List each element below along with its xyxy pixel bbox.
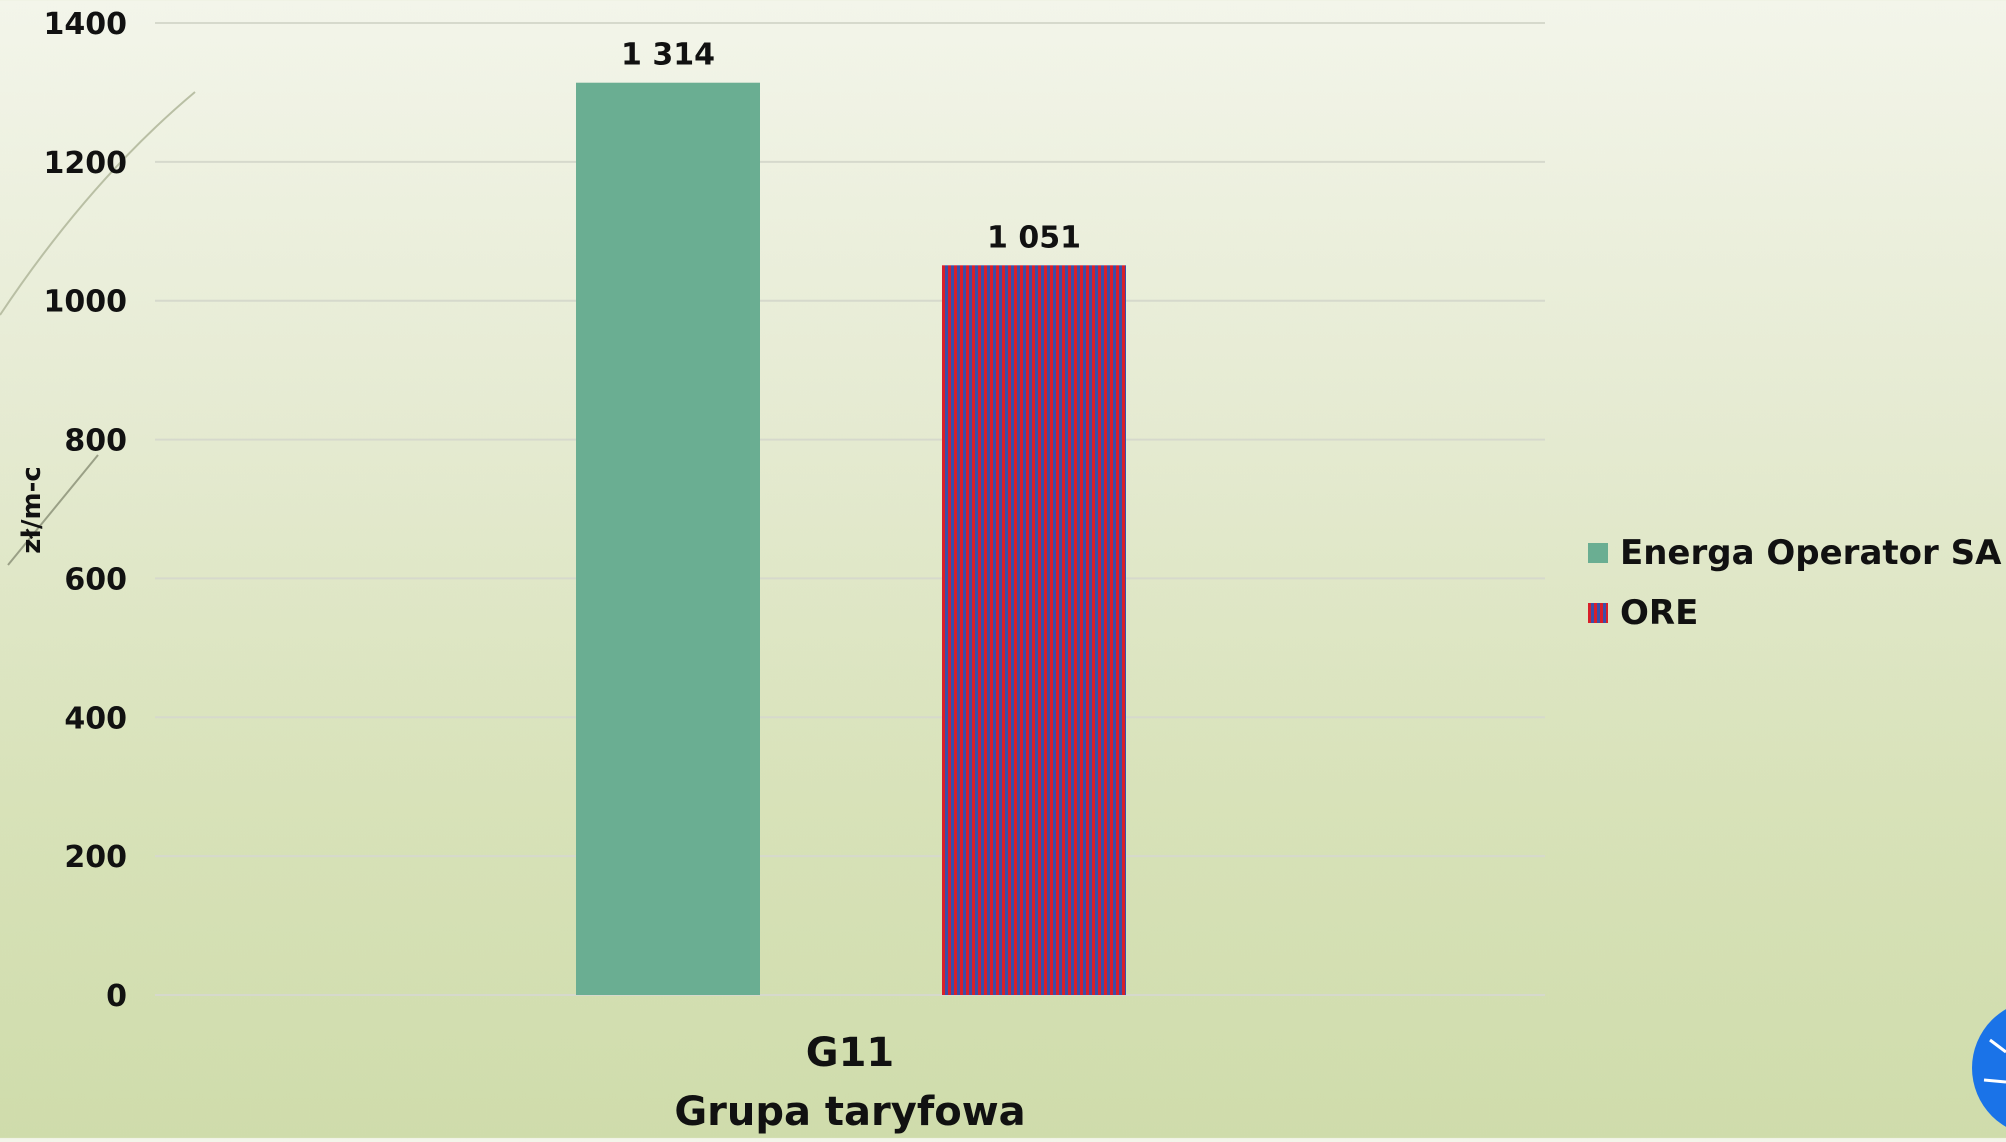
- y-tick-label: 400: [64, 701, 127, 736]
- bar-energa: [576, 82, 760, 996]
- data-label: 1 314: [621, 38, 715, 73]
- legend-item-ore: ORE: [1588, 583, 2001, 643]
- y-axis-title: zł/m-c: [17, 466, 47, 554]
- decorative-line: [7, 454, 99, 566]
- x-tick-label: G11: [806, 1030, 895, 1076]
- x-axis-title: Grupa taryfowa: [674, 1089, 1025, 1135]
- legend-label-ore: ORE: [1620, 593, 1699, 633]
- data-label: 1 051: [987, 220, 1081, 255]
- y-tick-label: 200: [64, 840, 127, 875]
- y-tick-label: 800: [64, 424, 127, 459]
- bar-ore: [942, 265, 1126, 995]
- bars: [576, 82, 1126, 996]
- legend: Energa Operator SA ORE: [1588, 523, 2001, 643]
- y-tick-label: 1000: [44, 285, 128, 320]
- legend-item-energa: Energa Operator SA: [1588, 523, 2001, 583]
- y-tick-label: 600: [64, 562, 127, 597]
- y-axis-ticks: 0 200 400 600 800 1000 1200 1400: [44, 7, 128, 1014]
- gridlines: [155, 22, 1545, 996]
- decorative-arc: [0, 91, 196, 316]
- logo-icon: [1972, 1009, 2006, 1127]
- legend-swatch-ore: [1588, 603, 1608, 623]
- legend-swatch-energa: [1588, 543, 1608, 563]
- legend-label-energa: Energa Operator SA: [1620, 533, 2002, 573]
- data-labels: 1 314 1 051: [621, 38, 1081, 256]
- y-tick-label: 1200: [44, 146, 128, 181]
- y-tick-label: 1400: [44, 7, 128, 42]
- y-tick-label: 0: [106, 979, 127, 1014]
